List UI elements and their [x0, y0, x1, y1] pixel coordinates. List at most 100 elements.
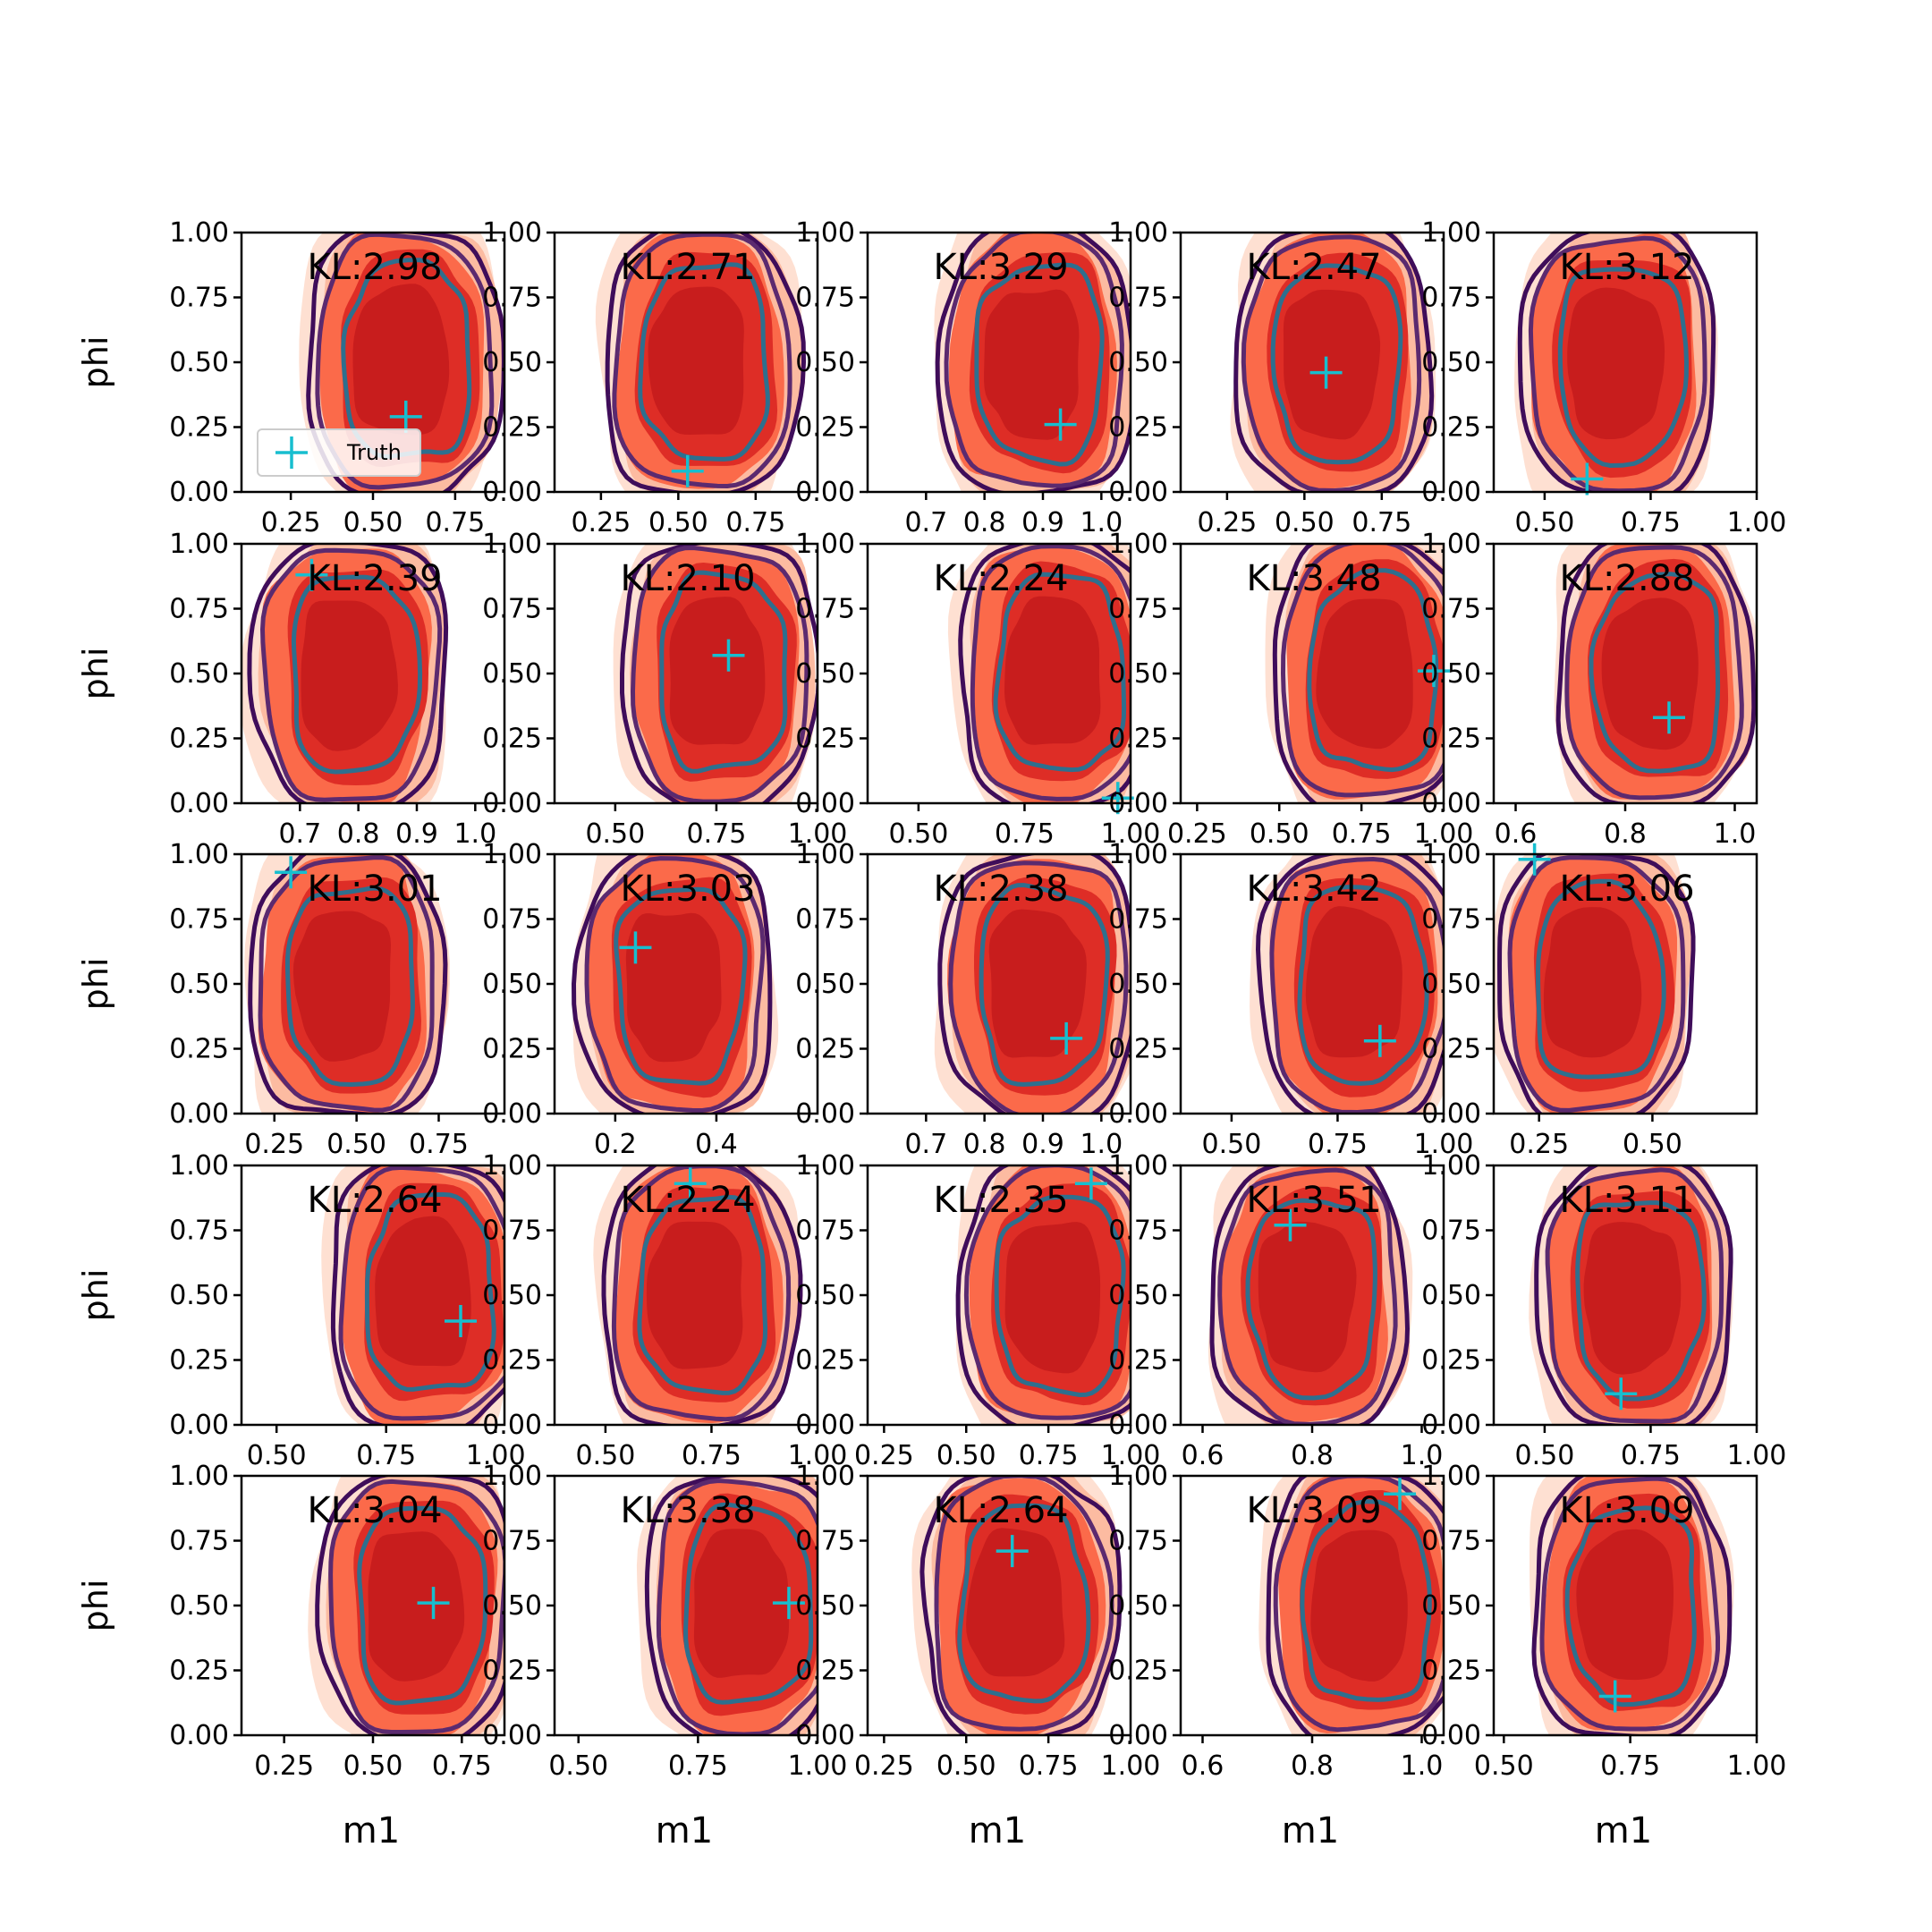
x-tick-label: 1.00	[1414, 818, 1474, 850]
kl-annotation: KL:3.29	[934, 247, 1069, 288]
y-tick-label: 0.00	[482, 477, 542, 508]
y-tick-label: 0.50	[795, 1590, 855, 1622]
density-area	[1529, 1165, 1733, 1425]
density-area	[595, 233, 807, 492]
y-tick-label: 0.75	[795, 904, 855, 936]
contour-middle	[338, 1165, 504, 1421]
kl-annotation: KL:3.48	[1247, 558, 1382, 599]
density-fill-level-5	[1258, 1221, 1357, 1373]
x-tick-label: 1.0	[1401, 1750, 1444, 1782]
y-tick-label: 0.00	[169, 788, 229, 819]
subplot-11: 0.00 0.25 0.50 0.75 1.00 0.25 0.50 0.75 KL:3.01 p…	[76, 839, 506, 1160]
y-tick-label: 0.00	[1108, 1098, 1168, 1130]
x-tick-label: 0.50	[585, 818, 645, 850]
density-fill-level-5	[1283, 289, 1381, 440]
y-tick-label: 0.00	[1421, 1098, 1481, 1130]
truth-marker	[295, 558, 328, 591]
density-fill-level-5	[966, 1528, 1065, 1677]
x-tick-label: 0.25	[1197, 507, 1257, 538]
kl-annotation: KL:2.64	[934, 1490, 1069, 1531]
y-tick-label: 0.25	[1421, 724, 1481, 755]
y-tick-label: 0.50	[482, 1280, 542, 1311]
contour-inner	[1575, 1200, 1707, 1402]
x-tick-label: 0.7	[904, 1129, 947, 1160]
kl-annotation: KL:2.24	[621, 1180, 756, 1221]
truth-marker	[1074, 1167, 1107, 1200]
contour-middle	[1545, 1167, 1724, 1424]
x-tick-label: 1.00	[1727, 1440, 1787, 1471]
y-tick-label: 0.25	[482, 1034, 542, 1065]
contour-outer	[955, 1165, 1131, 1425]
x-tick-label: 1.00	[788, 1440, 848, 1471]
x-tick-label: 0.50	[1250, 818, 1309, 850]
y-tick-label: 0.50	[169, 1280, 229, 1311]
x-axis-label: m1	[656, 1810, 713, 1852]
subplot-5: 0.00 0.25 0.50 0.75 1.00 0.50 0.75 1.00 KL:3.12	[1421, 217, 1786, 538]
density-area	[1250, 854, 1444, 1114]
y-tick-label: 0.75	[1108, 1526, 1168, 1557]
kl-annotation: KL:3.42	[1247, 869, 1382, 910]
contour-outer	[248, 854, 448, 1114]
x-tick-label: 0.7	[904, 507, 947, 538]
subplot-9: 0.000.250.500.751.000.25 0.50 0.75 1.00KL:3…	[1108, 529, 1474, 850]
contour-outer	[919, 1476, 1123, 1735]
kl-annotation: KL:3.38	[621, 1490, 756, 1531]
density-fill-level-5	[1004, 596, 1101, 745]
y-tick-label: 0.50	[1421, 969, 1481, 1000]
truth-marker	[619, 931, 652, 964]
y-tick-label: 0.25	[1108, 1345, 1168, 1377]
contour-inner	[957, 1503, 1091, 1704]
y-tick-label: 0.50	[1108, 969, 1168, 1000]
truth-marker	[1101, 782, 1134, 815]
contour-inner	[637, 1194, 768, 1395]
contour-inner	[364, 1191, 496, 1392]
y-tick-label: 1.00	[169, 839, 229, 870]
contour-outer	[247, 544, 449, 803]
y-tick-label: 0.00	[795, 1410, 855, 1441]
contour-outer	[1534, 1165, 1733, 1425]
y-axis-label: phi	[76, 958, 115, 1011]
y-tick-label: 0.75	[1108, 594, 1168, 625]
x-tick-label: 0.75	[425, 507, 485, 538]
contour-middle	[315, 233, 495, 490]
kl-annotation: KL:3.09	[1560, 1490, 1695, 1531]
contour-inner	[1564, 1505, 1697, 1707]
density-area	[593, 1165, 803, 1425]
truth-marker	[1653, 701, 1685, 734]
y-tick-label: 0.50	[1108, 1590, 1168, 1622]
y-tick-label: 0.25	[795, 1656, 855, 1687]
y-tick-label: 0.75	[482, 904, 542, 936]
truth-marker	[1598, 1680, 1631, 1713]
x-tick-label: 0.75	[1019, 1440, 1079, 1471]
x-tick-label: 0.75	[1621, 1440, 1681, 1471]
y-tick-label: 0.50	[169, 969, 229, 1000]
density-fill-level-5	[1576, 1529, 1674, 1681]
y-tick-label: 0.75	[795, 283, 855, 314]
contour-middle	[1217, 1167, 1398, 1425]
density-area	[571, 854, 779, 1114]
density-fill-level-5	[1567, 287, 1665, 440]
x-tick-label: 0.50	[1474, 1750, 1534, 1782]
contour-outer	[1531, 1476, 1733, 1735]
x-tick-label: 0.50	[1202, 1129, 1262, 1160]
y-tick-label: 0.75	[1108, 904, 1168, 936]
subplot-7: 0.00 0.25 0.50 0.75 1.00 0.50 0.75 1.00 KL:2.10	[482, 529, 847, 850]
x-tick-label: 0.50	[343, 507, 403, 538]
y-axis-label: phi	[76, 648, 115, 700]
y-tick-label: 1.00	[1108, 529, 1168, 560]
truth-marker	[712, 639, 745, 672]
contour-inner	[614, 886, 748, 1086]
kl-annotation: KL:2.71	[621, 247, 756, 288]
density-area	[1494, 854, 1696, 1114]
contour-inner	[1245, 1198, 1377, 1401]
contour-outer	[315, 1476, 504, 1735]
y-axis-label: phi	[76, 1269, 115, 1322]
contour-inner	[994, 1194, 1126, 1398]
y-tick-label: 0.50	[1421, 1280, 1481, 1311]
truth-marker	[389, 400, 422, 433]
y-tick-label: 0.25	[1421, 1034, 1481, 1065]
x-tick-label: 0.75	[409, 1129, 469, 1160]
contour-middle	[259, 547, 443, 802]
x-tick-label: 0.6	[1495, 818, 1538, 850]
x-tick-label: 0.4	[695, 1129, 738, 1160]
